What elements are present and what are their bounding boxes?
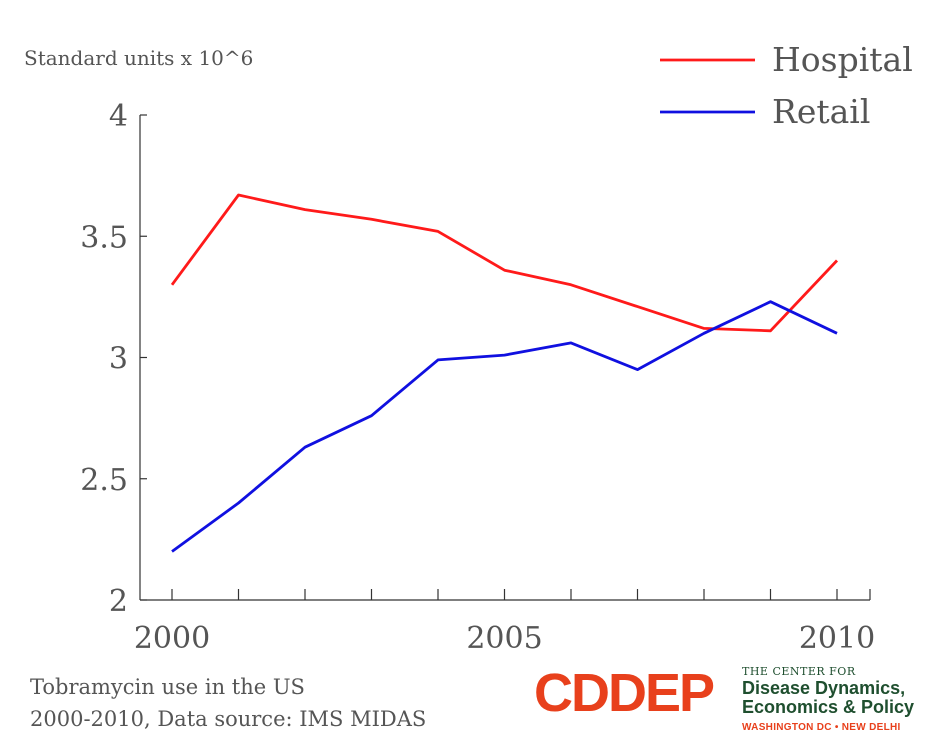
logo-small-text: THE CENTER FOR [742, 665, 856, 678]
caption-source: 2000-2010, Data source: IMS MIDAS [30, 707, 427, 731]
legend-label-hospital: Hospital [772, 40, 913, 79]
y-tick-label: 3 [109, 342, 128, 377]
axes [139, 115, 870, 601]
y-tick-label: 3.5 [80, 220, 128, 255]
logo-name-line1: Disease Dynamics, [742, 678, 906, 698]
ticks: 2 2.5 3 3.5 4 2000 2005 2010 [80, 99, 875, 656]
x-tick-label: 2000 [134, 621, 210, 656]
cddep-logo: CDDEP THE CENTER FOR Disease Dynamics, E… [534, 660, 914, 745]
x-tick-label: 2005 [466, 621, 542, 656]
y-axis-label: Standard units x 10^6 [24, 46, 254, 70]
series-line-retail [171, 300, 838, 553]
legend: Hospital Retail [660, 40, 913, 131]
logo-name-line2: Economics & Policy [742, 697, 915, 717]
legend-label-retail: Retail [772, 92, 870, 131]
series-lines [170, 193, 839, 553]
y-tick-label: 4 [109, 99, 128, 134]
y-tick-label: 2 [109, 584, 128, 619]
y-tick-label: 2.5 [80, 463, 128, 498]
caption-title: Tobramycin use in the US [30, 675, 305, 699]
series-line-hospital [170, 193, 839, 333]
x-tick-label: 2010 [799, 621, 875, 656]
logo-locations: WASHINGTON DC • NEW DELHI [742, 722, 901, 733]
logo-mark: CDDEP [534, 663, 715, 723]
